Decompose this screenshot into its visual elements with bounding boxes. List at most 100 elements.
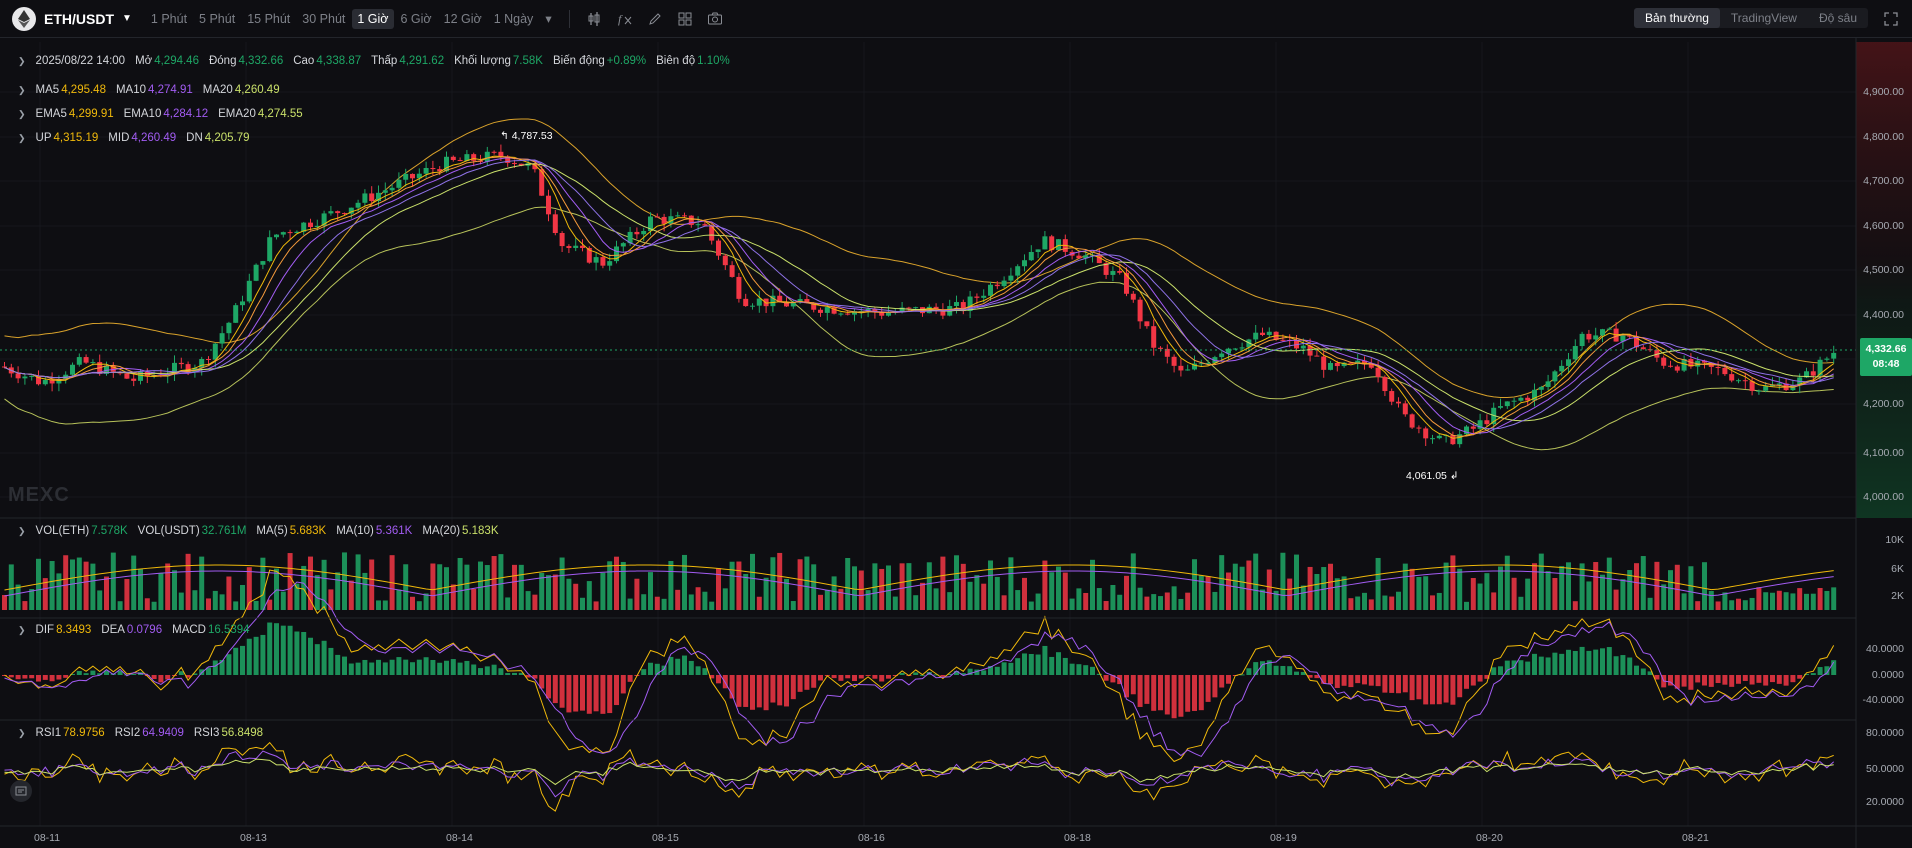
- timeframe-30m[interactable]: 30 Phút: [302, 11, 346, 26]
- volume-bar: [1770, 592, 1775, 610]
- candle-body: [688, 215, 694, 225]
- collapse-chevron-icon[interactable]: ❯: [18, 624, 26, 635]
- macd-bar: [294, 631, 300, 675]
- candle-body: [342, 213, 347, 215]
- timeframe-1h[interactable]: 1 Giờ: [352, 8, 394, 29]
- volume-bar: [15, 584, 21, 610]
- timeframe-1d[interactable]: 1 Ngày: [493, 11, 534, 26]
- volume-bar: [1797, 588, 1803, 610]
- macd-bar: [1212, 675, 1218, 698]
- candle-body: [206, 359, 211, 361]
- volume-bar: [1498, 566, 1503, 610]
- macd-bar: [1477, 675, 1483, 682]
- macd-bar: [831, 675, 837, 679]
- volume-bar: [1246, 560, 1252, 610]
- macd-bar: [743, 675, 749, 707]
- volume-bar: [90, 563, 96, 610]
- boll-legend: ❯ UP 4,315.19 MID 4,260.49 DN 4,205.79: [18, 132, 260, 144]
- volume-bar: [430, 563, 436, 610]
- chevron-down-icon[interactable]: ▾: [545, 12, 552, 26]
- macd-bar: [512, 672, 517, 675]
- macd-bar: [954, 671, 959, 675]
- macd-bar: [423, 657, 429, 675]
- volume-bar: [920, 582, 925, 610]
- boll-up-value: 4,315.19: [53, 132, 99, 144]
- macd-bar: [899, 672, 905, 675]
- fullscreen-icon[interactable]: [1882, 10, 1900, 28]
- timeframe-12h[interactable]: 12 Giờ: [443, 11, 482, 26]
- macd-bar: [233, 647, 239, 675]
- timeframe-15m[interactable]: 15 Phút: [247, 11, 291, 26]
- chevron-down-icon[interactable]: ▼: [122, 13, 132, 24]
- candle-body: [838, 313, 844, 315]
- view-depth[interactable]: Độ sâu: [1818, 11, 1857, 25]
- collapse-chevron-icon[interactable]: ❯: [18, 84, 26, 95]
- macd-bar: [1668, 675, 1673, 686]
- candle-body: [831, 307, 837, 314]
- camera-icon[interactable]: [700, 8, 730, 30]
- macd-bar: [566, 675, 572, 713]
- volume-bar: [607, 561, 613, 610]
- collapse-chevron-icon[interactable]: ❯: [18, 727, 26, 738]
- collapse-chevron-icon[interactable]: ❯: [18, 108, 26, 119]
- macd-bar: [1797, 675, 1803, 679]
- candle-body: [471, 154, 477, 161]
- candle-body: [464, 154, 470, 161]
- layout-grid-icon[interactable]: [670, 8, 700, 30]
- volume-bar: [1436, 592, 1442, 610]
- view-tradingview[interactable]: TradingView: [1730, 11, 1797, 25]
- macd-bar: [1613, 656, 1619, 675]
- timeframe-1m[interactable]: 1 Phút: [150, 11, 188, 26]
- symbol-selector[interactable]: ETH/USDT: [44, 10, 114, 27]
- ma10-value: 4,274.91: [148, 84, 193, 96]
- rsi-tick: 50.0000: [1866, 763, 1904, 775]
- volume-bar: [1484, 573, 1490, 610]
- price-tick: 4,700.00: [1863, 175, 1904, 187]
- volume-bar: [838, 588, 844, 610]
- vol-ma10-value: 5.361K: [375, 525, 413, 537]
- candle-body: [682, 215, 687, 217]
- macd-bar: [1695, 675, 1701, 683]
- svg-text:f: f: [618, 12, 623, 26]
- macd-bar: [858, 675, 864, 679]
- volume-bar: [593, 601, 599, 610]
- candle-body: [42, 380, 48, 385]
- volume-ma-line: [4, 570, 1834, 597]
- macd-bar: [1443, 675, 1449, 703]
- indicator-icon[interactable]: f: [610, 8, 640, 30]
- volume-bar: [1742, 600, 1748, 610]
- collapse-chevron-icon[interactable]: ❯: [18, 55, 26, 66]
- candle-type-icon[interactable]: [580, 8, 610, 30]
- collapse-chevron-icon[interactable]: ❯: [18, 132, 26, 143]
- macd-bar: [1355, 675, 1361, 684]
- volume-bar: [416, 601, 422, 610]
- volume-bar: [1362, 592, 1367, 610]
- candle-body: [1423, 428, 1429, 439]
- rsi-line: [4, 741, 1834, 812]
- timeframe-6h[interactable]: 6 Giờ: [400, 11, 432, 26]
- macd-bar: [253, 636, 259, 675]
- draw-pencil-icon[interactable]: [640, 8, 670, 30]
- candle-body: [865, 308, 871, 312]
- view-standard[interactable]: Bản thường: [1633, 8, 1720, 28]
- volume-bar: [1008, 557, 1014, 610]
- high-marker-value: 4,787.53: [511, 130, 553, 142]
- price-tick: 4,000.00: [1863, 491, 1904, 503]
- macd-bar: [614, 675, 619, 706]
- ema10-value: 4,284.12: [163, 108, 209, 120]
- timeframe-5m[interactable]: 5 Phút: [199, 11, 236, 26]
- volume-bar: [491, 556, 497, 610]
- volume-bar: [1430, 595, 1435, 610]
- screenshot-settings-icon[interactable]: [10, 780, 32, 802]
- collapse-chevron-icon[interactable]: ❯: [18, 525, 26, 536]
- candle-body: [1627, 335, 1633, 337]
- candle-body: [804, 299, 810, 304]
- macd-bar: [1151, 675, 1157, 711]
- volume-bar: [294, 583, 300, 610]
- macd-bar: [280, 625, 286, 675]
- candle-body: [634, 231, 640, 235]
- macd-bar: [22, 675, 28, 679]
- volume-bar: [518, 564, 524, 610]
- candle-body: [124, 373, 130, 379]
